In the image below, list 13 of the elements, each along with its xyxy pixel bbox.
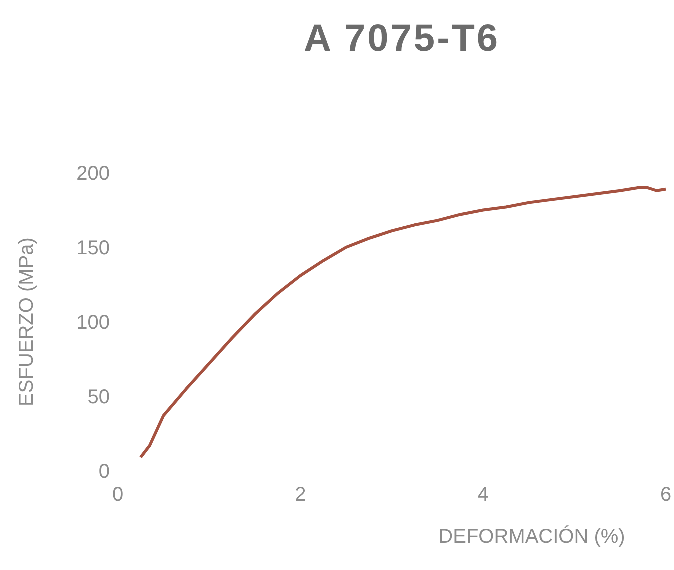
y-axis-title: ESFUERZO (MPa)	[16, 238, 38, 406]
y-tick-label: 50	[88, 386, 110, 409]
x-tick-label: 6	[660, 484, 672, 506]
x-tick-label: 0	[112, 484, 124, 506]
y-tick-label: 150	[76, 238, 110, 260]
x-tick-label: 4	[478, 484, 489, 506]
line-series	[139, 186, 666, 460]
y-tick-label: 200	[76, 163, 110, 186]
x-axis-title: DEFORMACIÓN (%)	[438, 525, 626, 548]
y-tick-label: 100	[76, 312, 110, 334]
y-tick-label: 0	[98, 461, 110, 484]
x-tick-label: 2	[295, 484, 306, 506]
chart-title: A 7075-T6	[302, 18, 502, 61]
